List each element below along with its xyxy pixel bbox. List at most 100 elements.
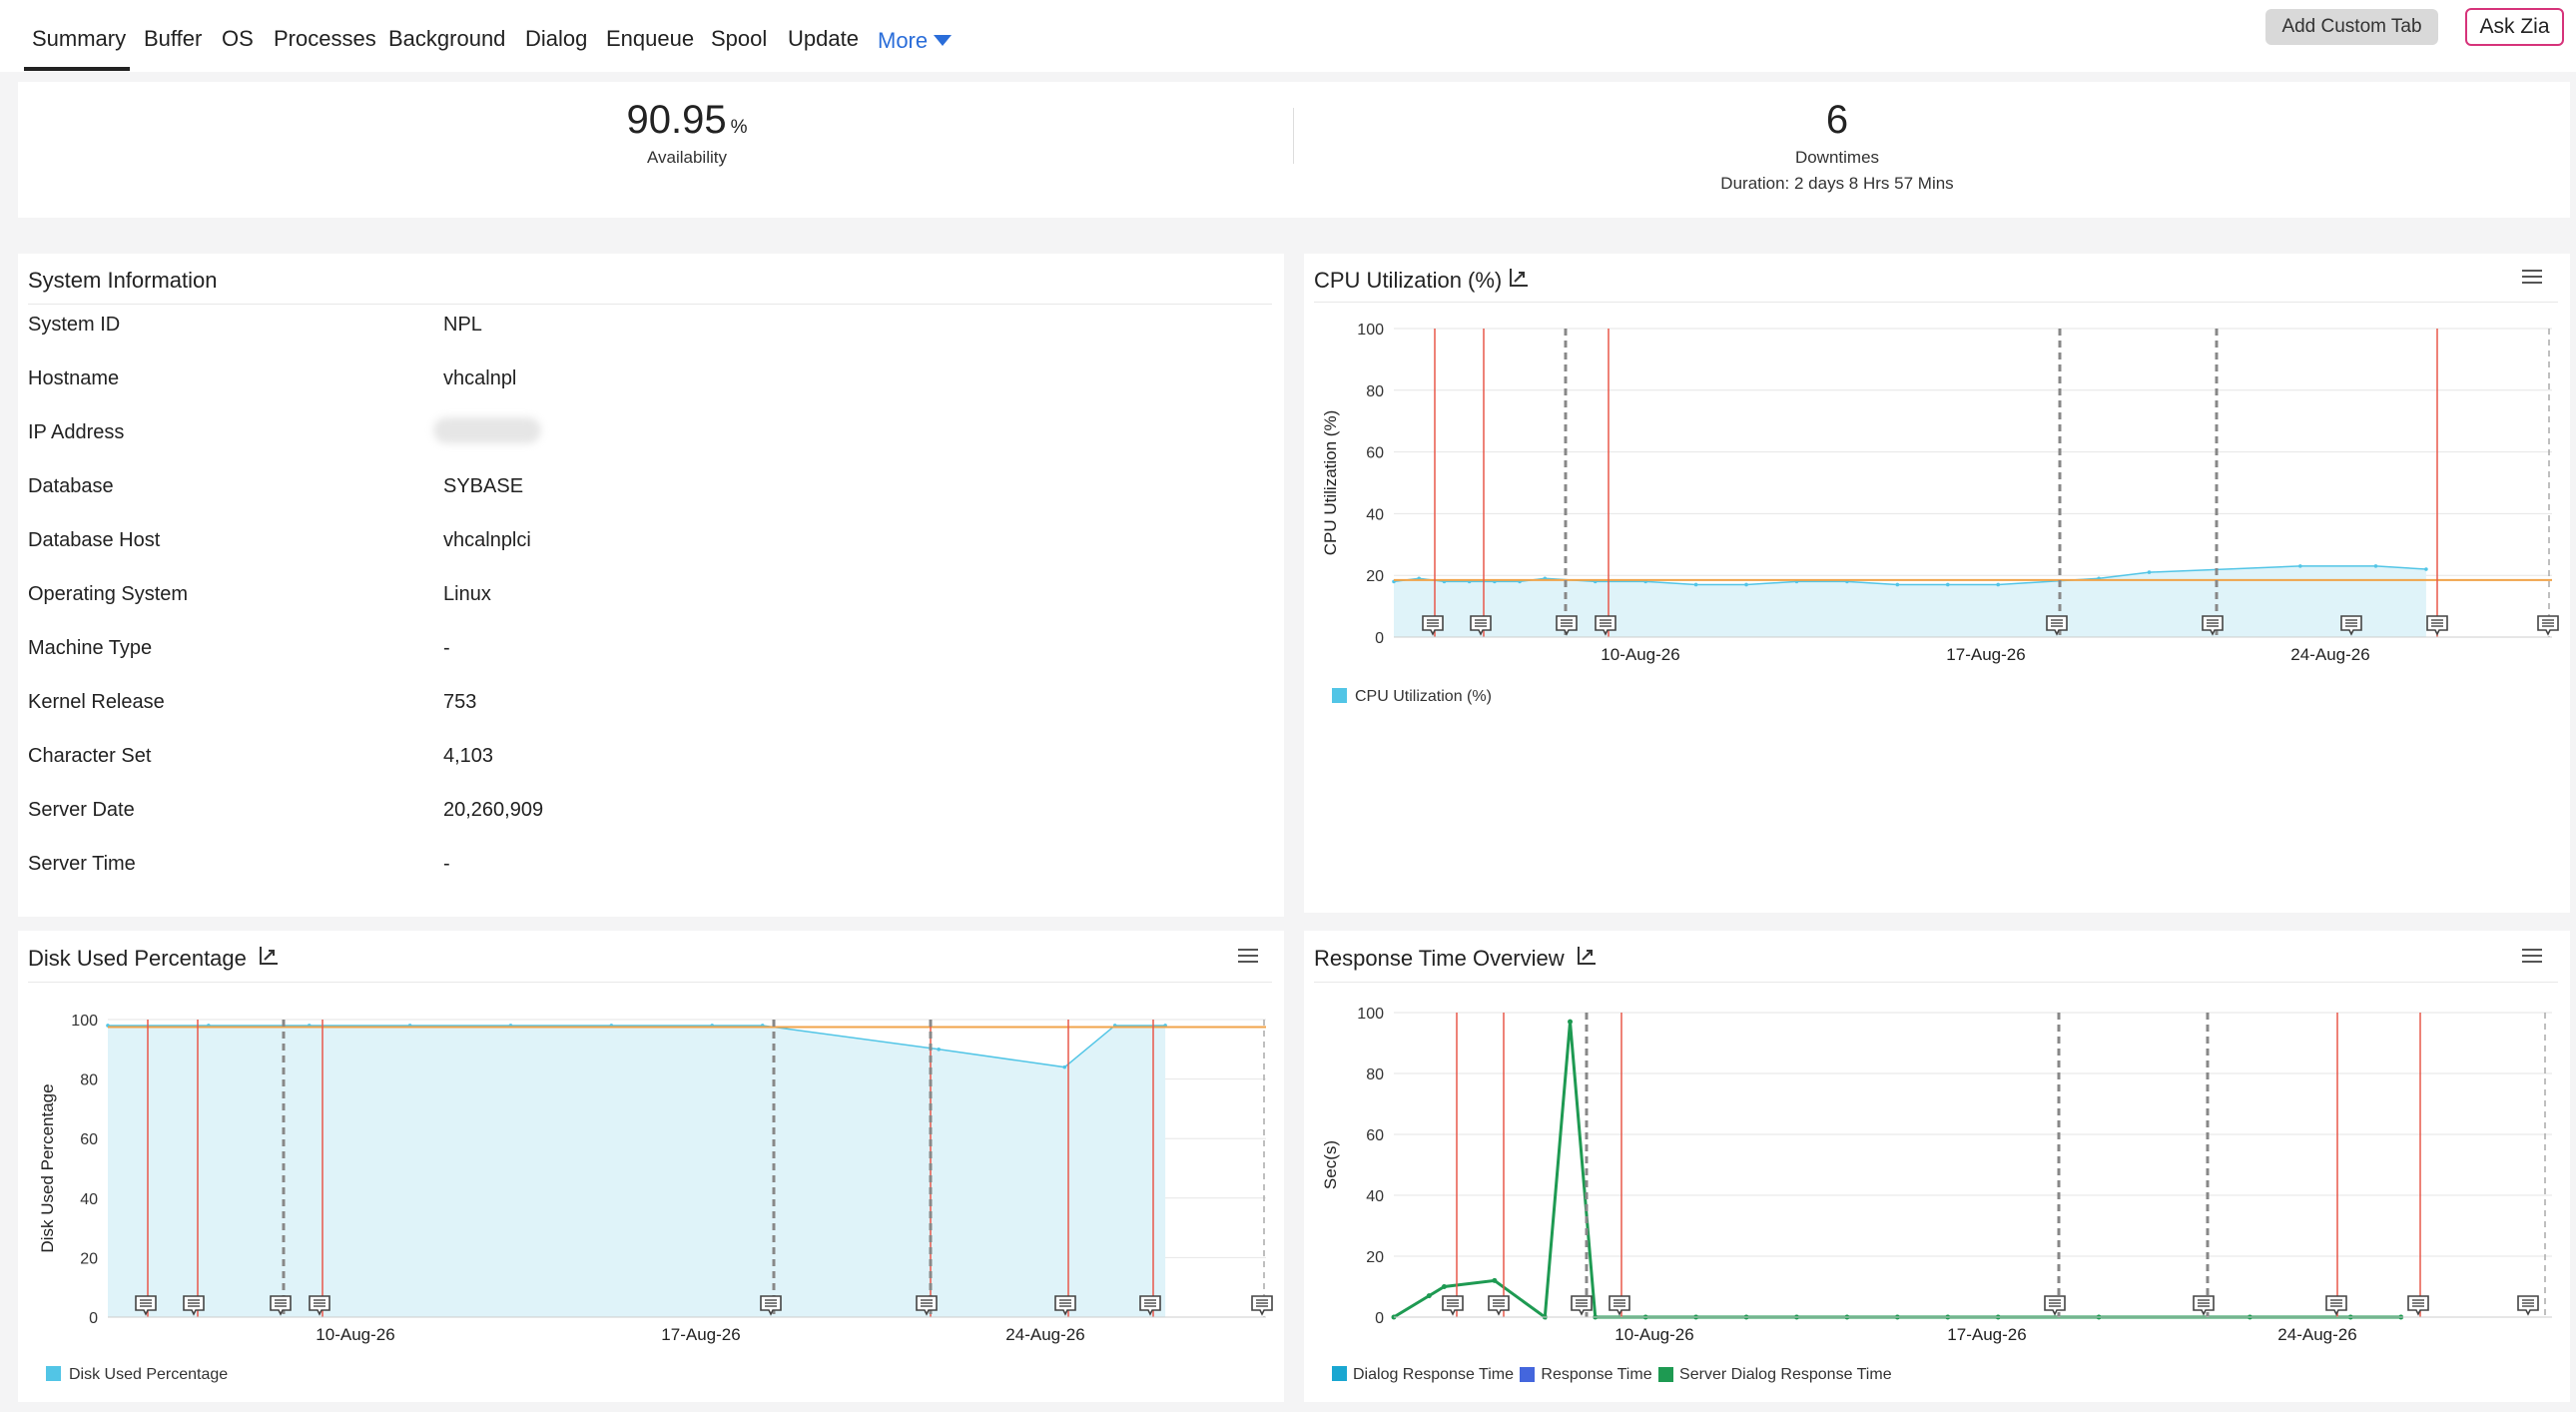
comment-icon[interactable] [2537,615,2559,636]
comment-icon[interactable] [2193,1295,2215,1316]
legend-swatch [1520,1367,1536,1383]
tab-update[interactable]: Update [788,26,859,51]
legend-item-dialog-response[interactable]: Dialog Response Time [1332,1365,1514,1383]
info-label: Server Date [28,799,135,821]
comment-icon[interactable] [1251,1295,1273,1316]
comment-icon[interactable] [2407,1295,2429,1316]
y-tick-label: 20 [1366,568,1384,585]
comment-icon[interactable] [183,1295,205,1316]
comment-icon[interactable] [2046,615,2068,636]
comment-icon[interactable] [2044,1295,2066,1316]
data-point [1062,1064,1067,1069]
y-tick-label: 40 [1366,506,1384,523]
info-value: SYBASE [443,475,524,497]
x-tick-label: 17-Aug-26 [1946,645,2025,664]
comment-icon[interactable] [916,1295,938,1316]
chevron-down-icon [934,35,953,47]
expand-chart-icon[interactable] [1576,945,1598,967]
comment-icon[interactable] [1054,1295,1076,1316]
comment-icon[interactable] [2517,1295,2539,1316]
comment-icon[interactable] [2426,615,2448,636]
data-point [1996,582,2001,587]
series-line [1393,1022,2401,1320]
x-tick-label: 24-Aug-26 [2290,645,2369,664]
info-label: IP Address [28,421,125,443]
comment-icon[interactable] [1470,615,1492,636]
comment-icon[interactable] [1609,1295,1630,1316]
legend-label: Response Time [1541,1366,1652,1383]
tab-enqueue[interactable]: Enqueue [606,26,695,51]
data-point [1492,1277,1498,1283]
comment-icon[interactable] [1595,615,1616,636]
tab-background[interactable]: Background [388,26,506,51]
comment-icon[interactable] [1488,1295,1510,1316]
y-axis-label: Disk Used Percentage [38,1083,57,1252]
comment-icon[interactable] [760,1295,782,1316]
disk-chart-title: Disk Used Percentage [28,946,247,971]
tab-dialog[interactable]: Dialog [525,26,588,51]
comment-icon[interactable] [1571,1295,1593,1316]
expand-chart-icon[interactable] [258,945,280,967]
comment-icon[interactable] [2340,615,2362,636]
system-information-title: System Information [28,268,218,293]
x-tick-label: 17-Aug-26 [661,1325,740,1344]
comment-icon[interactable] [1556,615,1578,636]
y-tick-label: 20 [80,1250,98,1267]
info-value: NPL [443,314,482,336]
comment-icon[interactable] [309,1295,330,1316]
legend-label: Server Dialog Response Time [1679,1366,1892,1383]
chart-menu-icon[interactable] [1238,949,1258,965]
comment-icon[interactable] [2202,615,2224,636]
tab-spool[interactable]: Spool [711,26,768,51]
top-nav-bar: Summary Buffer OS Processes Background D… [0,0,2576,72]
y-tick-label: 40 [80,1191,98,1208]
active-tab-indicator [24,67,130,71]
info-label: Character Set [28,745,152,767]
legend-label: Disk Used Percentage [69,1366,229,1383]
tab-more-dropdown[interactable]: More [878,28,953,54]
tab-os[interactable]: OS [222,26,254,51]
y-tick-label: 20 [1366,1249,1384,1266]
comment-icon[interactable] [2325,1295,2347,1316]
tab-buffer[interactable]: Buffer [144,26,203,51]
cpu-legend-item[interactable]: CPU Utilization (%) [1332,687,1492,706]
tab-summary[interactable]: Summary [32,26,127,51]
area-fill [108,1025,1166,1317]
disk-legend-item[interactable]: Disk Used Percentage [46,1365,229,1384]
ask-zia-button[interactable]: Ask Zia [2465,8,2564,46]
y-tick-label: 0 [1375,630,1384,647]
info-label: System ID [28,314,121,336]
comment-icon[interactable] [135,1295,157,1316]
cpu-chart-title: CPU Utilization (%) [1314,268,1503,293]
y-tick-label: 40 [1366,1188,1384,1205]
info-value: 4,103 [443,745,494,767]
divider [1314,982,2558,983]
area-fill [1394,565,2426,637]
tab-processes[interactable]: Processes [274,26,376,51]
downtimes-label: Downtimes [1794,148,1880,167]
data-point [1568,1019,1574,1025]
chart-menu-icon[interactable] [2522,949,2542,965]
comment-icon[interactable] [1422,615,1444,636]
data-point [2424,567,2428,571]
data-point [2298,564,2302,568]
availability-unit: % [730,117,748,138]
data-point [1693,582,1698,587]
expand-chart-icon[interactable] [1508,267,1530,289]
comment-icon[interactable] [1442,1295,1464,1316]
data-point [2147,570,2152,574]
cpu-utilization-chart: 0 20 40 60 80 100 CPU Utilization (%) 10-Aug-26… [1321,322,2559,664]
legend-item-server-dialog-response[interactable]: Server Dialog Response Time [1656,1366,1892,1383]
legend-item-response-time[interactable]: Response Time [1518,1366,1652,1383]
legend-swatch [46,1365,61,1381]
chart-menu-icon[interactable] [2522,270,2542,286]
disk-used-chart: 0 20 40 60 80 100 Disk Used Percentage 10-Aug-2… [38,1013,1273,1344]
legend-label: Dialog Response Time [1353,1366,1514,1383]
comment-icon[interactable] [1139,1295,1161,1316]
downtimes-value: 6 [1825,98,1849,142]
add-custom-tab-button[interactable]: Add Custom Tab [2265,9,2438,45]
availability-card: 90.95% Availability 6 Downtimes Duration… [18,82,2570,218]
comment-icon[interactable] [270,1295,292,1316]
x-tick-label: 10-Aug-26 [316,1325,394,1344]
y-axis-label: CPU Utilization (%) [1321,410,1340,555]
